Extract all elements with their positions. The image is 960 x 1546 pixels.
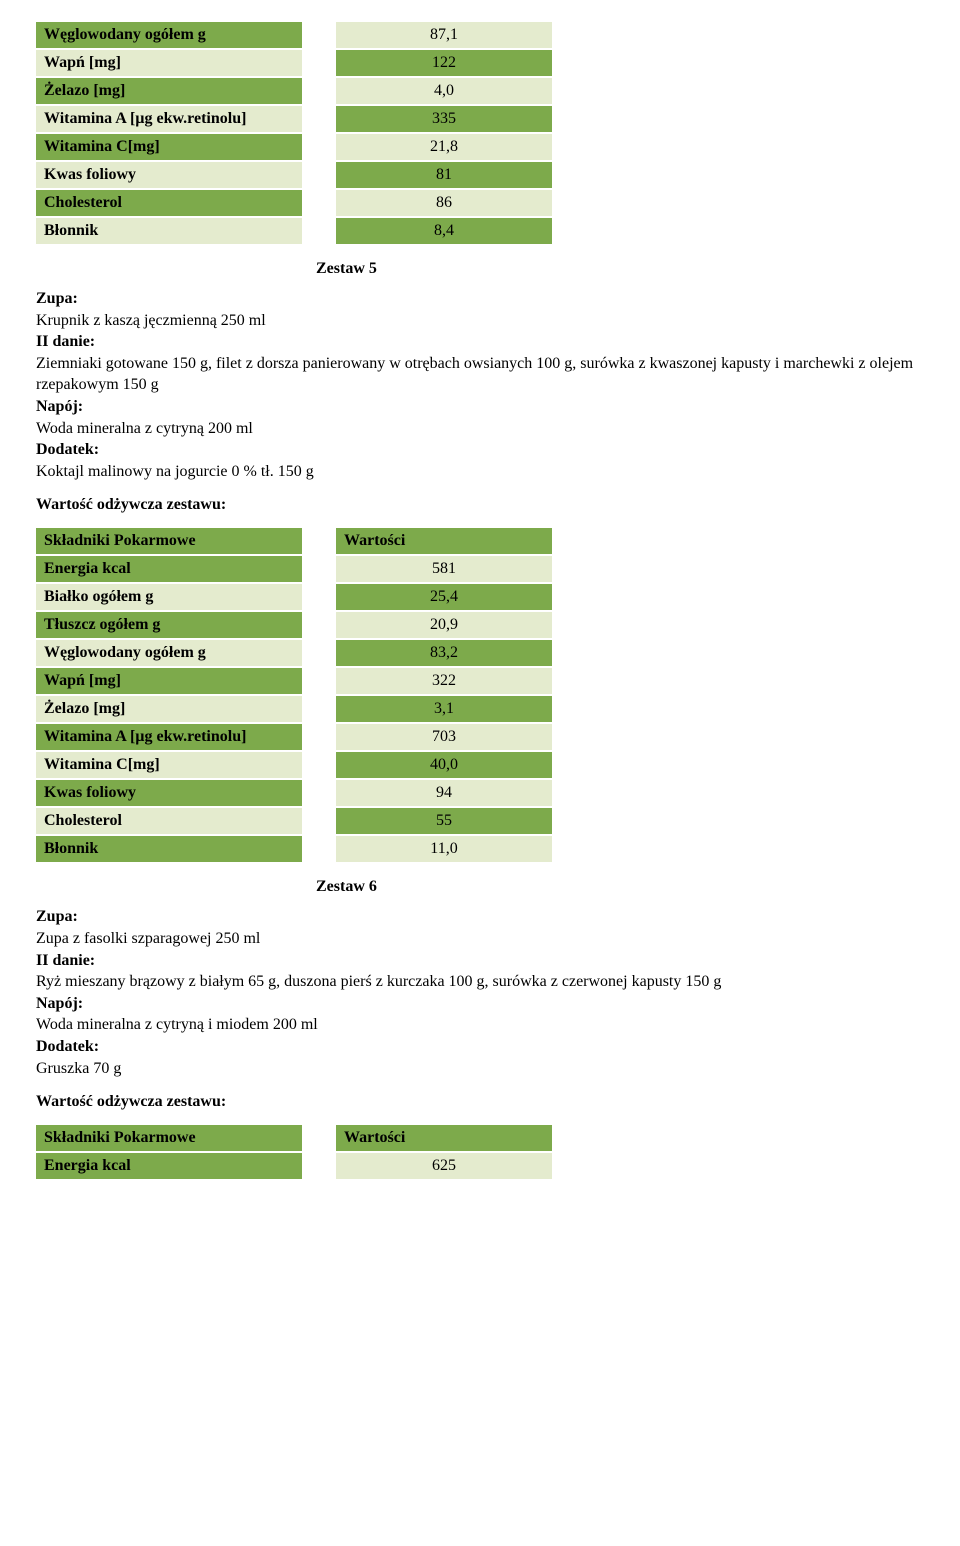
zestaw6-wart-title: Wartość odżywcza zestawu: bbox=[36, 1093, 924, 1111]
nutrient-value: 703 bbox=[336, 724, 552, 750]
col-header-components: Składniki Pokarmowe bbox=[36, 528, 302, 554]
zestaw5-wart-title: Wartość odżywcza zestawu: bbox=[36, 496, 924, 514]
zupa-label: Zupa: bbox=[36, 288, 924, 310]
table-row: Żelazo [mg] 3,1 bbox=[36, 696, 552, 722]
table-row: Wapń [mg] 322 bbox=[36, 668, 552, 694]
nutrient-label: Witamina C[mg] bbox=[36, 134, 302, 160]
dodatek-text: Koktajl malinowy na jogurcie 0 % tł. 150… bbox=[36, 463, 314, 480]
col-header-values: Wartości bbox=[336, 528, 552, 554]
nutrient-label: Cholesterol bbox=[36, 808, 302, 834]
zestaw6-description: Zupa: Zupa z fasolki szparagowej 250 ml … bbox=[36, 906, 924, 1079]
nutrient-label: Błonnik bbox=[36, 218, 302, 244]
table-row: Witamina C[mg] 21,8 bbox=[36, 134, 552, 160]
nutrient-label: Witamina A [µg ekw.retinolu] bbox=[36, 724, 302, 750]
nutrient-value: 86 bbox=[336, 190, 552, 216]
nutrient-value: 40,0 bbox=[336, 752, 552, 778]
table-row: Witamina A [µg ekw.retinolu] 703 bbox=[36, 724, 552, 750]
table-row: Witamina A [µg ekw.retinolu] 335 bbox=[36, 106, 552, 132]
zestaw5-nutrition-table: Składniki Pokarmowe Wartości Energia kcal 5… bbox=[36, 526, 552, 864]
nutrient-label: Kwas foliowy bbox=[36, 162, 302, 188]
table-row: Błonnik 8,4 bbox=[36, 218, 552, 244]
zestaw6-nutrition-table: Składniki Pokarmowe Wartości Energia kcal 6… bbox=[36, 1123, 552, 1181]
nutrient-label: Tłuszcz ogółem g bbox=[36, 612, 302, 638]
nutrient-label: Węglowodany ogółem g bbox=[36, 22, 302, 48]
nutrient-value: 87,1 bbox=[336, 22, 552, 48]
napoj-label: Napój: bbox=[36, 396, 924, 418]
table-row: Białko ogółem g 25,4 bbox=[36, 584, 552, 610]
top-nutrition-table: Węglowodany ogółem g87,1Wapń [mg]122Żela… bbox=[36, 20, 552, 246]
dodatek-text: Gruszka 70 g bbox=[36, 1060, 121, 1077]
nutrient-value: 81 bbox=[336, 162, 552, 188]
dodatek-label: Dodatek: bbox=[36, 439, 924, 461]
nutrient-value: 3,1 bbox=[336, 696, 552, 722]
napoj-text: Woda mineralna z cytryną 200 ml bbox=[36, 420, 253, 437]
table-row: Witamina C[mg] 40,0 bbox=[36, 752, 552, 778]
danie-label: II danie: bbox=[36, 950, 924, 972]
dodatek-label: Dodatek: bbox=[36, 1036, 924, 1058]
zestaw6-title: Zestaw 6 bbox=[316, 878, 924, 896]
nutrient-label: Białko ogółem g bbox=[36, 584, 302, 610]
nutrient-value: 335 bbox=[336, 106, 552, 132]
napoj-label: Napój: bbox=[36, 993, 924, 1015]
nutrient-value: 20,9 bbox=[336, 612, 552, 638]
table-row: Węglowodany ogółem g 83,2 bbox=[36, 640, 552, 666]
nutrient-label: Energia kcal bbox=[36, 1153, 302, 1179]
nutrient-label: Węglowodany ogółem g bbox=[36, 640, 302, 666]
col-header-components: Składniki Pokarmowe bbox=[36, 1125, 302, 1151]
nutrient-label: Cholesterol bbox=[36, 190, 302, 216]
nutrient-label: Żelazo [mg] bbox=[36, 78, 302, 104]
table-row: Kwas foliowy 94 bbox=[36, 780, 552, 806]
zestaw5-title: Zestaw 5 bbox=[316, 260, 924, 278]
nutrient-value: 625 bbox=[336, 1153, 552, 1179]
nutrient-label: Błonnik bbox=[36, 836, 302, 862]
table-row: Kwas foliowy 81 bbox=[36, 162, 552, 188]
zupa-text: Krupnik z kaszą jęczmienną 250 ml bbox=[36, 312, 266, 329]
zupa-text: Zupa z fasolki szparagowej 250 ml bbox=[36, 930, 260, 947]
danie-text: Ryż mieszany brązowy z białym 65 g, dusz… bbox=[36, 973, 721, 990]
nutrient-value: 8,4 bbox=[336, 218, 552, 244]
nutrient-value: 581 bbox=[336, 556, 552, 582]
table-row: Tłuszcz ogółem g 20,9 bbox=[36, 612, 552, 638]
table-row: Energia kcal 581 bbox=[36, 556, 552, 582]
table-row: Cholesterol 86 bbox=[36, 190, 552, 216]
table-row: Węglowodany ogółem g 87,1 bbox=[36, 22, 552, 48]
nutrient-value: 55 bbox=[336, 808, 552, 834]
danie-text: Ziemniaki gotowane 150 g, filet z dorsza… bbox=[36, 355, 913, 394]
nutrient-value: 94 bbox=[336, 780, 552, 806]
nutrient-label: Żelazo [mg] bbox=[36, 696, 302, 722]
table-header-row: Składniki Pokarmowe Wartości bbox=[36, 528, 552, 554]
nutrient-value: 122 bbox=[336, 50, 552, 76]
nutrient-label: Wapń [mg] bbox=[36, 50, 302, 76]
nutrient-label: Witamina A [µg ekw.retinolu] bbox=[36, 106, 302, 132]
nutrient-label: Wapń [mg] bbox=[36, 668, 302, 694]
nutrient-value: 322 bbox=[336, 668, 552, 694]
table-row: Błonnik 11,0 bbox=[36, 836, 552, 862]
table-row: Cholesterol 55 bbox=[36, 808, 552, 834]
nutrient-value: 83,2 bbox=[336, 640, 552, 666]
table-row: Energia kcal 625 bbox=[36, 1153, 552, 1179]
nutrient-label: Kwas foliowy bbox=[36, 780, 302, 806]
table-row: Żelazo [mg] 4,0 bbox=[36, 78, 552, 104]
danie-label: II danie: bbox=[36, 331, 924, 353]
napoj-text: Woda mineralna z cytryną i miodem 200 ml bbox=[36, 1016, 318, 1033]
zupa-label: Zupa: bbox=[36, 906, 924, 928]
nutrient-value: 21,8 bbox=[336, 134, 552, 160]
zestaw5-description: Zupa: Krupnik z kaszą jęczmienną 250 ml … bbox=[36, 288, 924, 482]
col-header-values: Wartości bbox=[336, 1125, 552, 1151]
table-header-row: Składniki Pokarmowe Wartości bbox=[36, 1125, 552, 1151]
nutrient-value: 11,0 bbox=[336, 836, 552, 862]
nutrient-value: 4,0 bbox=[336, 78, 552, 104]
nutrient-value: 25,4 bbox=[336, 584, 552, 610]
nutrient-label: Energia kcal bbox=[36, 556, 302, 582]
nutrient-label: Witamina C[mg] bbox=[36, 752, 302, 778]
table-row: Wapń [mg] 122 bbox=[36, 50, 552, 76]
